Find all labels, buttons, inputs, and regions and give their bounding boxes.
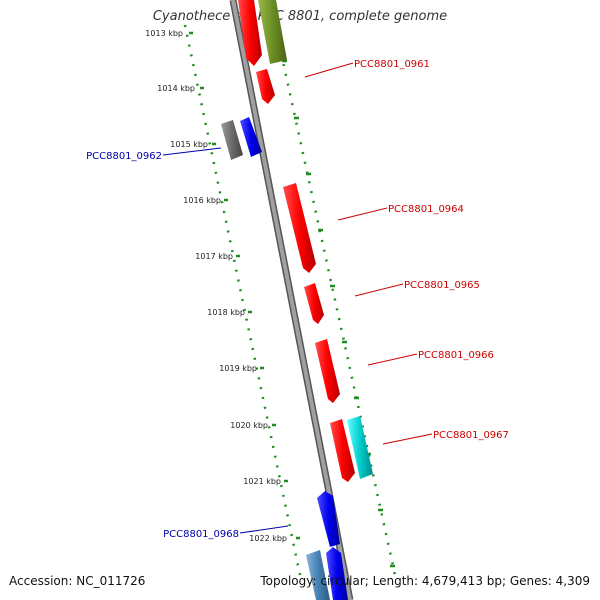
accession-text: Accession: NC_011726 [9, 574, 146, 588]
left-major-ticks [189, 31, 300, 540]
gene-bottom-blue-feature[interactable] [326, 547, 348, 600]
gene-0962-feature[interactable] [240, 117, 262, 157]
gene-label-0968[interactable]: PCC8801_0968 [163, 529, 239, 540]
tick-label: 1017 kbp [195, 252, 233, 261]
gene-0964-feature[interactable] [283, 183, 316, 273]
gene-label-0966[interactable]: PCC8801_0966 [418, 350, 494, 361]
gene-0967-feature[interactable] [330, 419, 355, 482]
gene-label-0965[interactable]: PCC8801_0965 [404, 280, 480, 291]
left-tick-track [183, 24, 302, 576]
tick-label: 1013 kbp [145, 29, 183, 38]
label-leader-lines [162, 62, 433, 534]
right-major-ticks [282, 59, 395, 568]
gene-labels: PCC8801_0961 PCC8801_0962 PCC8801_0964 P… [86, 59, 509, 540]
gene-0961-feature[interactable] [256, 69, 275, 104]
gene-label-0967[interactable]: PCC8801_0967 [433, 430, 509, 441]
tick-label: 1021 kbp [243, 477, 281, 486]
tick-labels: 1013 kbp 1014 kbp 1015 kbp 1016 kbp 1017… [145, 29, 287, 543]
gene-steel-feature[interactable] [306, 550, 330, 600]
gene-0966-feature[interactable] [315, 339, 340, 403]
gene-features [221, 0, 373, 600]
genome-summary-text: Topology: circular; Length: 4,679,413 bp… [260, 574, 590, 588]
tick-label: 1019 kbp [219, 364, 257, 373]
tick-label: 1022 kbp [249, 534, 287, 543]
gene-label-0961[interactable]: PCC8801_0961 [354, 59, 430, 70]
gene-0965-feature[interactable] [304, 283, 324, 324]
gene-label-0964[interactable]: PCC8801_0964 [388, 204, 464, 215]
gene-label-0962[interactable]: PCC8801_0962 [86, 151, 162, 162]
tick-label: 1018 kbp [207, 308, 245, 317]
right-tick-track [273, 24, 397, 576]
tick-label: 1020 kbp [230, 421, 268, 430]
gene-0968-feature[interactable] [317, 491, 340, 547]
map-title: Cyanothece sp. PCC 8801, complete genome [152, 9, 448, 24]
tick-label: 1015 kbp [170, 140, 208, 149]
gene-0960-feature[interactable] [238, 0, 262, 66]
gene-cyan-feature[interactable] [347, 416, 373, 479]
tick-label: 1014 kbp [157, 84, 195, 93]
tick-label: 1016 kbp [183, 196, 221, 205]
gene-olive-feature[interactable] [258, 0, 287, 64]
gene-0963-feature[interactable] [221, 120, 243, 160]
